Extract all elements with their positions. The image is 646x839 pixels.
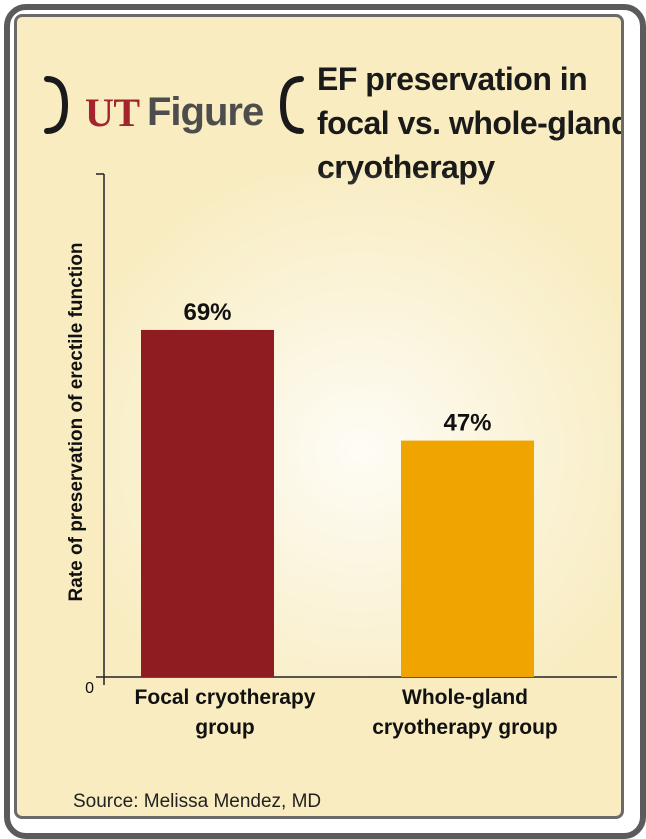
bar-1: [401, 440, 534, 677]
ut-figure-logo: UT Figure: [39, 59, 329, 151]
logo-ut-text: UT: [85, 90, 140, 135]
bar-0: [141, 329, 274, 677]
category-label-0-line-0: Focal cryotherapy: [135, 686, 316, 709]
category-label-0-line-1: group: [195, 716, 254, 739]
data-label-0: 69%: [183, 299, 231, 326]
y-tick-label: 0: [85, 680, 94, 697]
title-line-1: EF preservation in: [317, 61, 588, 97]
source-credit: Source: Melissa Mendez, MD: [73, 791, 322, 812]
category-label-1-line-1: cryotherapy group: [372, 716, 558, 739]
logo-figure-text: Figure: [147, 90, 264, 134]
data-label-1: 47%: [443, 410, 491, 437]
bar-chart: 0 69% Focal cryotherapy group 47% Whole-gland…: [85, 173, 619, 739]
category-label-1-line-0: Whole-gland: [402, 686, 528, 709]
title-line-2: focal vs. whole-gland: [317, 105, 624, 141]
figure-panel: UT Figure EF preservation in focal vs. w…: [14, 14, 624, 819]
logo-brackets: [44, 76, 304, 134]
